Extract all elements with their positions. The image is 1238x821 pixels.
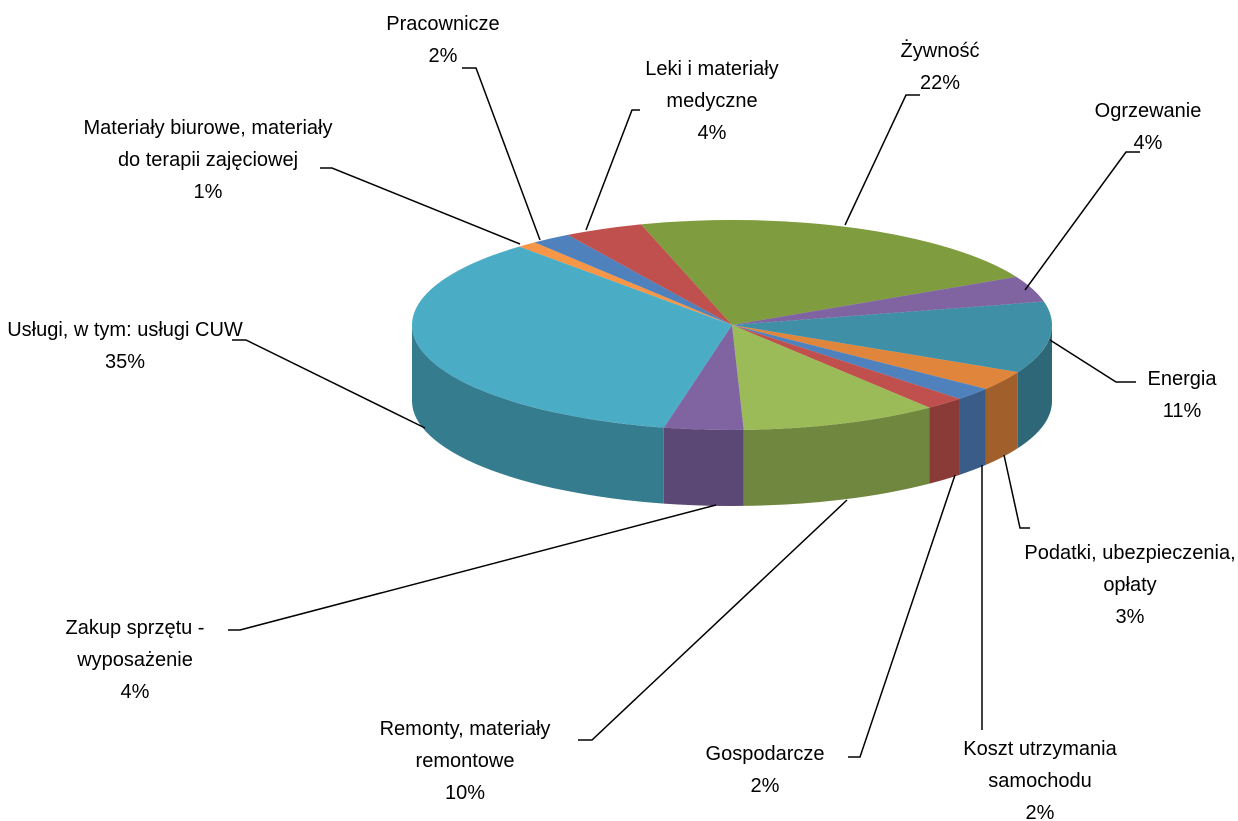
value-label: 2% <box>750 775 780 797</box>
category-name: Podatki, ubezpieczenia, opłaty <box>1024 542 1236 596</box>
slice <box>732 325 960 408</box>
slice-label: Podatki, ubezpieczenia, opłaty 3% <box>1000 537 1238 633</box>
slice-label: Energia 11% <box>1122 363 1238 427</box>
slice-label: Ogrzewanie 4% <box>1068 95 1228 159</box>
category-name: Materiały biurowe, materiały do terapii … <box>83 117 333 171</box>
value-label: 4% <box>120 681 150 703</box>
slice <box>534 234 732 325</box>
slice-side <box>743 407 930 506</box>
category-name: Remonty, materiały remontowe <box>379 718 551 772</box>
slice <box>663 325 744 430</box>
leader-line <box>585 109 640 231</box>
leader-line <box>848 474 956 758</box>
slice-side <box>663 427 744 506</box>
category-name: Ogrzewanie <box>1094 100 1202 122</box>
slice-label: Usługi, w tym: usługi CUW 35% <box>0 314 250 378</box>
slice-label: Leki i materiały medyczne 4% <box>622 53 802 149</box>
slice <box>641 220 1017 325</box>
leader-line <box>320 167 521 245</box>
slice <box>732 276 1044 325</box>
slice <box>519 242 732 325</box>
slice-side <box>929 398 960 484</box>
leader-line <box>232 339 426 429</box>
category-name: Leki i materiały medyczne <box>645 58 779 112</box>
category-name: Energia <box>1147 368 1217 390</box>
slice-side <box>1017 325 1052 449</box>
leader-line <box>1049 339 1136 383</box>
slice <box>732 325 986 399</box>
value-label: 11% <box>1162 400 1202 422</box>
slice-side <box>985 372 1018 465</box>
slice-label: Żywność 22% <box>880 35 1000 99</box>
slice-side <box>959 388 986 475</box>
slice-label: Koszt utrzymania samochodu 2% <box>930 733 1150 821</box>
value-label: 3% <box>1115 606 1145 628</box>
category-name: Pracownicze <box>386 13 500 35</box>
category-name: Koszt utrzymania samochodu <box>963 738 1117 792</box>
leader-line <box>1003 454 1030 529</box>
category-name: Żywność <box>900 40 980 62</box>
category-name: Usługi, w tym: usługi CUW <box>7 319 243 341</box>
value-label: 2% <box>1025 802 1055 821</box>
value-label: 35% <box>104 351 146 373</box>
slice <box>567 224 732 325</box>
slice-label: Gospodarcze 2% <box>685 738 845 802</box>
slice-label: Pracownicze 2% <box>363 8 523 72</box>
value-label: 1% <box>193 181 223 203</box>
slice <box>732 325 930 430</box>
leader-line <box>228 504 717 631</box>
leader-line <box>462 67 541 241</box>
leader-line <box>578 499 848 741</box>
value-label: 4% <box>1133 132 1163 154</box>
slice-label: Zakup sprzętu - wyposażenie 4% <box>35 612 235 708</box>
pie-sides <box>411 325 1052 506</box>
leader-line <box>1024 151 1140 291</box>
pie-tops <box>412 220 1052 430</box>
slice-side <box>411 325 664 504</box>
value-label: 2% <box>428 45 458 67</box>
slice <box>412 246 732 428</box>
value-label: 4% <box>697 122 727 144</box>
slice <box>732 301 1052 373</box>
leader-line <box>844 94 920 226</box>
slice-label: Materiały biurowe, materiały do terapii … <box>73 112 343 208</box>
slice-label: Remonty, materiały remontowe 10% <box>345 713 585 809</box>
category-name: Gospodarcze <box>705 743 825 765</box>
value-label: 22% <box>919 72 961 94</box>
value-label: 10% <box>444 782 486 804</box>
slice <box>732 325 1018 389</box>
category-name: Zakup sprzętu - wyposażenie <box>65 617 205 671</box>
